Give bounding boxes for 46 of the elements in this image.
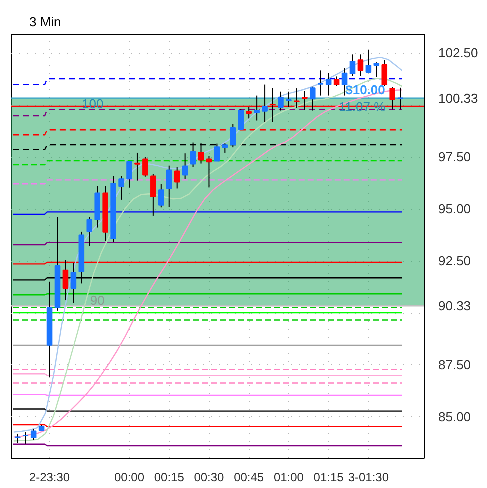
candlestick [286, 91, 292, 108]
candlestick [174, 167, 180, 190]
y-tick-label: 102.50 [438, 46, 478, 61]
x-tick-label: 00:45 [234, 470, 264, 484]
annotation: $10.00 [346, 82, 386, 98]
x-tick-label: 00:15 [154, 470, 185, 484]
ref-line-label: 100.33 [438, 90, 478, 106]
candlestick [118, 176, 124, 200]
candlestick [150, 174, 156, 216]
candlestick [126, 160, 132, 188]
candlestick [166, 165, 172, 208]
candlestick [318, 70, 324, 96]
candlestick [262, 84, 268, 123]
candlestick [398, 87, 404, 110]
candlestick [334, 76, 340, 87]
candlestick [182, 153, 188, 180]
y-tick-label: 92.50 [438, 254, 472, 269]
candlestick [326, 72, 332, 96]
candlestick [30, 428, 37, 441]
candlestick [342, 68, 348, 96]
candlestick [142, 156, 148, 178]
x-tick-label: 2-23:30 [29, 470, 70, 484]
candlestick [358, 54, 364, 77]
x-tick-label: 00:00 [114, 470, 145, 484]
candlestick [238, 108, 244, 131]
chart-title: 3 Min [30, 14, 62, 30]
candlestick [86, 216, 93, 247]
x-tick-label: 01:00 [274, 470, 304, 484]
candlestick [206, 156, 212, 188]
candlestick [134, 152, 140, 182]
candlestick [22, 432, 29, 444]
candlestick [366, 50, 372, 74]
candlestick [350, 54, 356, 77]
candlestick [310, 86, 316, 112]
x-tick-label: 00:30 [194, 470, 225, 484]
y-tick-label: 85.00 [438, 409, 472, 424]
x-tick-label: 01:15 [314, 470, 344, 484]
candlestick [254, 95, 260, 122]
candlestick [278, 91, 284, 112]
y-tick-label: 87.50 [438, 357, 472, 372]
x-tick-label: 3-01:30 [348, 470, 390, 484]
y-tick-label: 95.00 [438, 202, 472, 217]
ref-line-label: 90.33 [438, 298, 472, 314]
y-tick-label: 97.50 [438, 150, 472, 165]
candlestick [158, 184, 164, 208]
candlestick [374, 62, 380, 78]
